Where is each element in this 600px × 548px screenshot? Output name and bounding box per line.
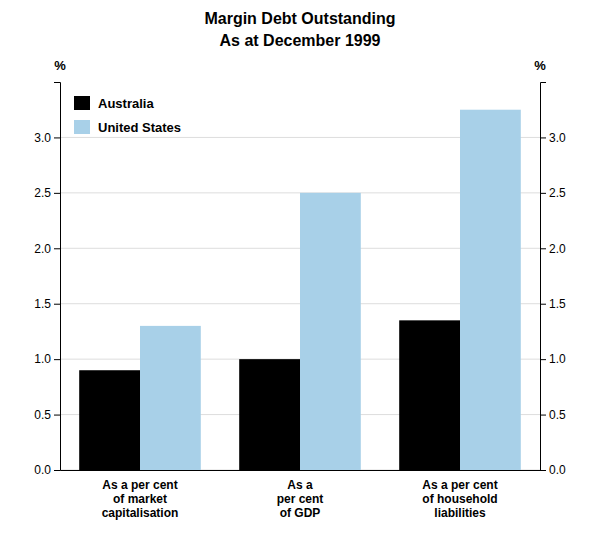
- tick-label: 1.0: [34, 352, 51, 366]
- tick: 0.5: [34, 408, 60, 422]
- tick: 1.5: [540, 297, 566, 311]
- tick-label: 0.5: [549, 408, 566, 422]
- tick-label: 2.0: [549, 242, 566, 256]
- legend-item: United States: [74, 120, 181, 135]
- tick-mark: [54, 415, 60, 416]
- tick-label-line: As a per cent: [102, 478, 177, 492]
- tick-label: 0.5: [34, 408, 51, 422]
- tick-label: 2.5: [549, 186, 566, 200]
- legend-label: Australia: [98, 96, 154, 111]
- tick-mark: [540, 415, 546, 416]
- bar: [399, 320, 460, 470]
- tick: 2.0: [34, 242, 60, 256]
- tick-mark: [54, 304, 60, 305]
- tick-mark: [54, 359, 60, 360]
- tick: 1.0: [540, 352, 566, 366]
- y-axis-line: [54, 83, 61, 471]
- tick-mark: [540, 248, 546, 249]
- tick-label-line: capitalisation: [102, 506, 179, 520]
- tick: 1.0: [34, 352, 60, 366]
- tick-label-line: liabilities: [434, 506, 486, 520]
- bar: [460, 110, 521, 470]
- tick-label-line: As a: [287, 478, 313, 492]
- legend-label: United States: [98, 120, 181, 135]
- x-axis: As a per centof marketcapitalisationAs a…: [61, 471, 541, 521]
- y2-axis: 0.0 0.5 1.0 1.5 2.0 2.5 3.0: [540, 83, 566, 478]
- tick-label: As aper centof GDP: [277, 478, 324, 521]
- legend-swatch: [74, 96, 90, 110]
- tick: 2.5: [34, 186, 60, 200]
- tick: 3.0: [34, 131, 60, 145]
- legend-swatch: [74, 120, 90, 134]
- tick-mark: [540, 304, 546, 305]
- tick-label: As a per centof marketcapitalisation: [102, 478, 179, 521]
- chart: Margin Debt Outstanding As at December 19…: [0, 0, 600, 548]
- y2-axis-label: %: [534, 58, 546, 73]
- tick: As aper centof GDP: [277, 478, 324, 521]
- tick-label: As a per centof householdliabilities: [422, 478, 497, 521]
- subtitle: As at December 1999: [220, 32, 381, 49]
- bars: [79, 110, 521, 470]
- tick-mark: [54, 193, 60, 194]
- bar: [239, 359, 300, 470]
- y-axis: 0.0 0.5 1.0 1.5 2.0 2.5 3.0: [34, 83, 60, 478]
- tick-label: 1.5: [34, 297, 51, 311]
- tick-label-line: of market: [113, 492, 167, 506]
- tick-label: 2.0: [34, 242, 51, 256]
- y-axis-label: %: [54, 58, 66, 73]
- legend: Australia United States: [74, 96, 181, 135]
- tick-label-line: of GDP: [280, 506, 321, 520]
- tick-mark: [54, 470, 60, 471]
- title: Margin Debt Outstanding: [204, 10, 395, 27]
- tick-mark: [540, 470, 546, 471]
- bar: [79, 370, 140, 470]
- tick-label-line: per cent: [277, 492, 324, 506]
- plot: 0.0 0.5 1.0 1.5 2.0 2.5 3.0 0.0 0.5 1.0 1.5 2.0 2.5 3…: [34, 58, 566, 520]
- tick-label: 2.5: [34, 186, 51, 200]
- tick-label: 3.0: [549, 131, 566, 145]
- legend-item: Australia: [74, 96, 154, 111]
- tick-mark: [540, 137, 546, 138]
- tick: 0.5: [540, 408, 566, 422]
- tick-label: 0.0: [549, 463, 566, 477]
- tick-label-line: of household: [422, 492, 497, 506]
- tick: As a per centof marketcapitalisation: [102, 478, 179, 521]
- bar: [140, 326, 201, 470]
- tick: 2.5: [540, 186, 566, 200]
- tick: 3.0: [540, 131, 566, 145]
- tick: 1.5: [34, 297, 60, 311]
- y2-axis-line: [541, 83, 547, 471]
- tick-label: 1.0: [549, 352, 566, 366]
- tick-mark: [540, 359, 546, 360]
- bar: [300, 193, 361, 470]
- tick: 0.0: [540, 463, 566, 477]
- x-axis-line: [61, 470, 541, 471]
- tick: As a per centof householdliabilities: [422, 478, 497, 521]
- tick-mark: [540, 193, 546, 194]
- tick-label: 1.5: [549, 297, 566, 311]
- tick-mark: [54, 248, 60, 249]
- tick: 2.0: [540, 242, 566, 256]
- tick-label: 3.0: [34, 131, 51, 145]
- tick-label-line: As a per cent: [422, 478, 497, 492]
- tick-mark: [54, 137, 60, 138]
- tick-label: 0.0: [34, 463, 51, 477]
- tick: 0.0: [34, 463, 60, 477]
